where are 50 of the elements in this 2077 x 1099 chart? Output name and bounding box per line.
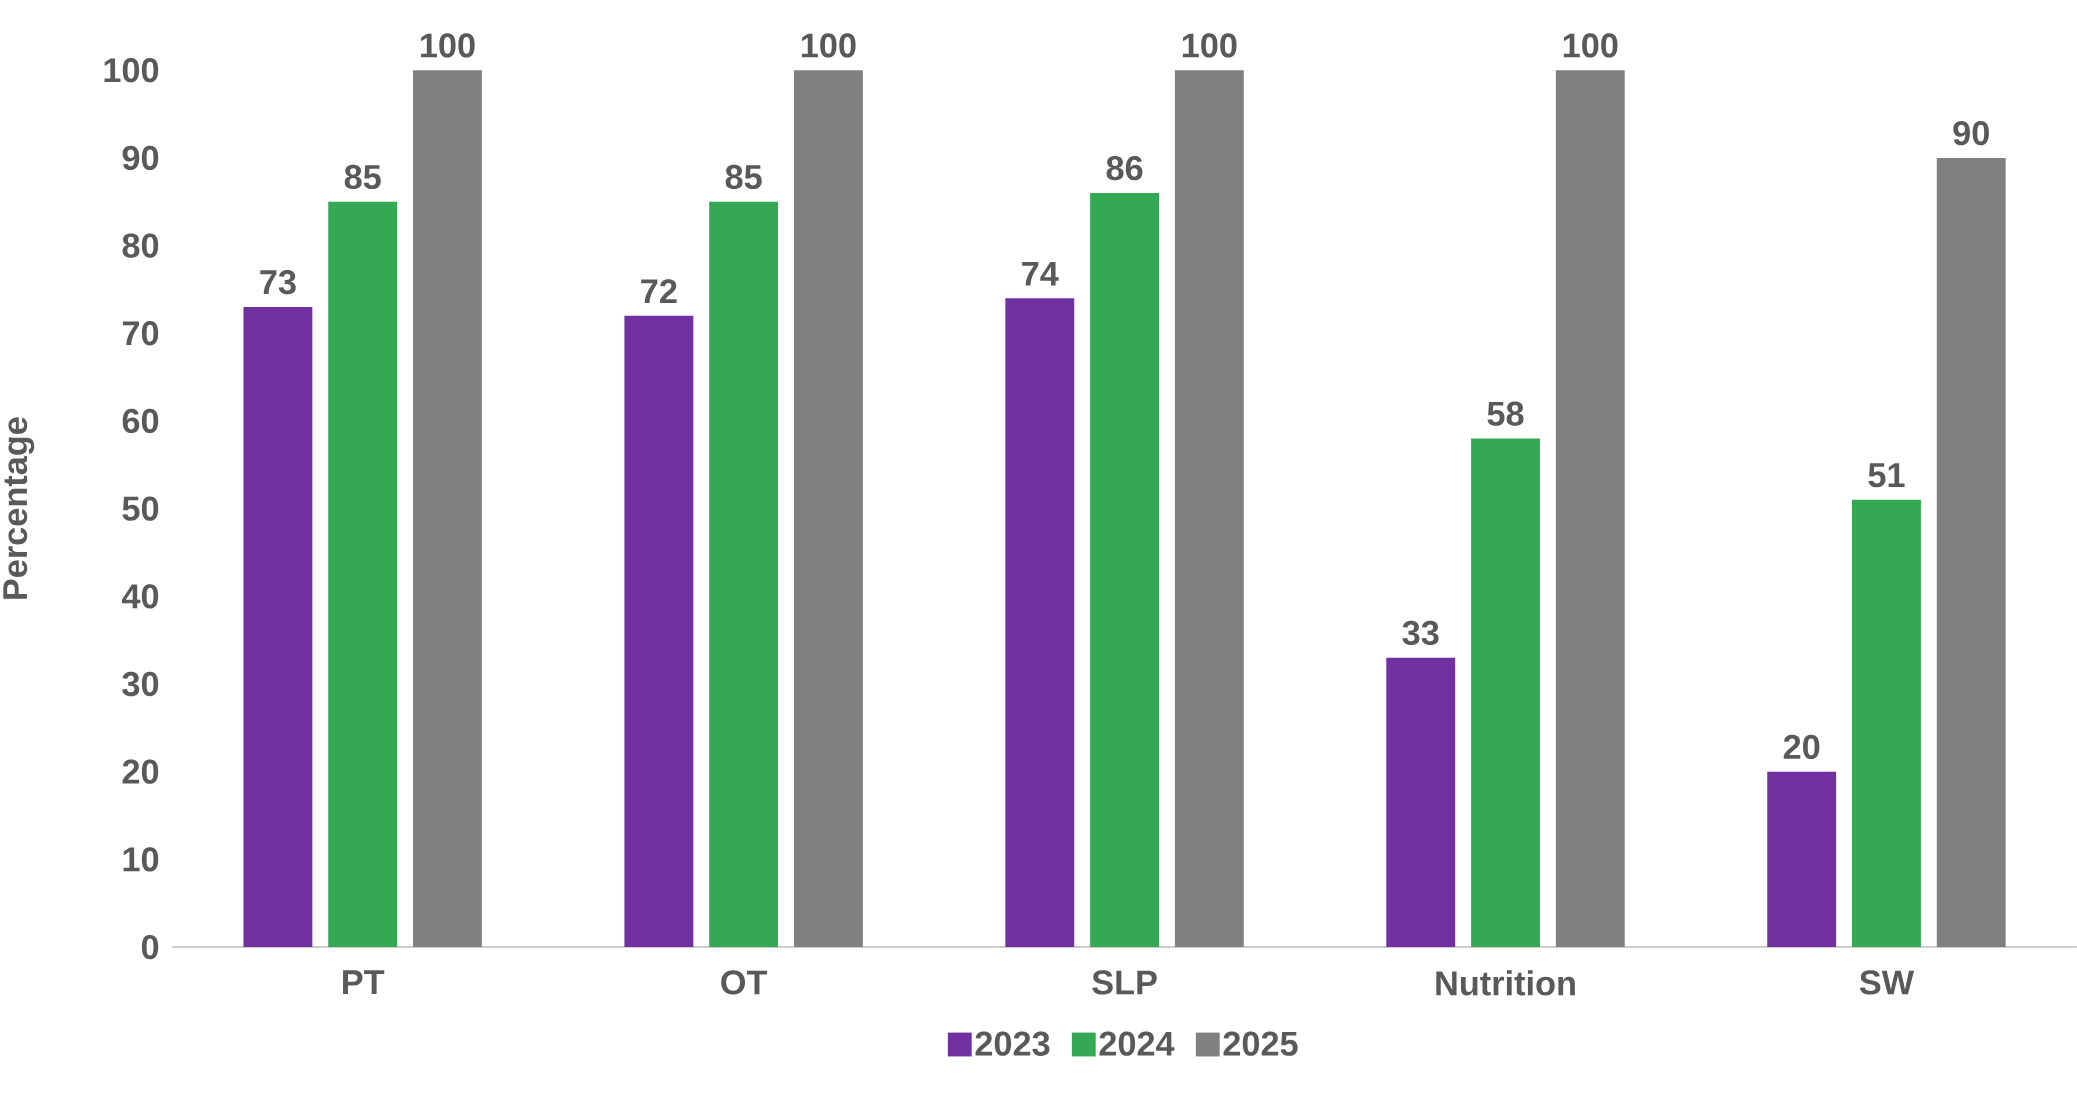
data-label: 86 — [1106, 155, 1143, 181]
bar — [1555, 69, 1625, 947]
bar — [1090, 192, 1160, 947]
y-tick-label: 100 — [104, 57, 159, 83]
data-label: 20 — [1783, 734, 1820, 759]
x-tick-label: SW — [1859, 970, 1915, 995]
bar — [1174, 69, 1244, 947]
data-label: 90 — [1953, 120, 1989, 146]
data-label: 51 — [1868, 463, 1905, 488]
x-tick-label: PT — [343, 970, 385, 994]
data-label: 33 — [1402, 620, 1439, 645]
y-tick-label: 40 — [121, 583, 159, 609]
x-tick-label: Nutrition — [1436, 970, 1575, 996]
bar — [793, 69, 863, 947]
bar — [1767, 771, 1837, 947]
y-tick-label: 20 — [122, 759, 159, 784]
y-axis-title: Percentage — [3, 417, 35, 599]
legend-label: 2025 — [1223, 1031, 1298, 1056]
data-label: 85 — [344, 164, 381, 189]
data-label: 74 — [1022, 261, 1059, 286]
data-label: 100 — [1182, 33, 1237, 58]
y-tick-label: 90 — [122, 145, 159, 170]
x-tick-label: SLP — [1092, 970, 1157, 995]
data-label: 85 — [725, 164, 762, 189]
y-tick-label: 50 — [122, 496, 159, 521]
bar — [1852, 499, 1921, 947]
data-label: 72 — [641, 278, 677, 303]
x-tick-label: OT — [721, 970, 768, 995]
bar — [709, 201, 779, 947]
data-label: 100 — [801, 33, 856, 58]
y-tick-label: 10 — [123, 847, 159, 872]
bar — [1005, 297, 1075, 947]
y-tick-label: 70 — [122, 320, 159, 346]
data-label: 73 — [260, 269, 296, 295]
data-label: 100 — [1563, 33, 1618, 58]
y-tick-label: 30 — [122, 671, 159, 696]
bar — [1471, 438, 1540, 947]
legend-label: 2023 — [975, 1031, 1050, 1056]
bar — [1386, 657, 1456, 947]
y-tick-label: 0 — [141, 934, 159, 960]
bar — [624, 315, 694, 947]
bar — [328, 201, 398, 947]
bar — [413, 69, 482, 947]
y-tick-label: 80 — [122, 233, 159, 258]
data-label: 100 — [420, 33, 475, 58]
legend-label: 2024 — [1099, 1031, 1175, 1056]
bar — [1936, 157, 2006, 947]
data-label: 58 — [1487, 401, 1524, 426]
y-tick-label: 60 — [122, 408, 159, 433]
bar — [243, 306, 313, 947]
